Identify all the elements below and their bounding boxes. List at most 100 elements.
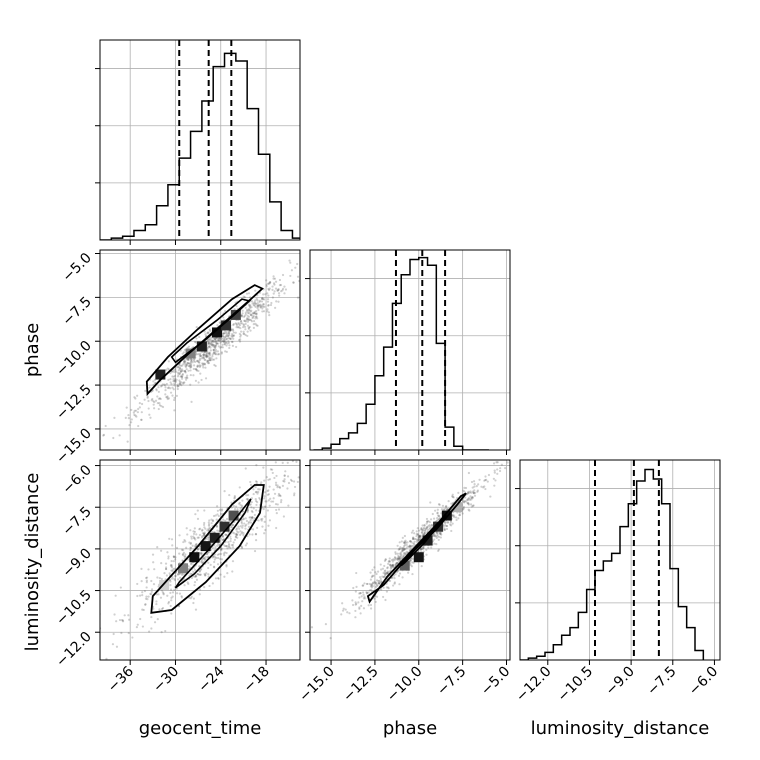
scatter-point <box>225 533 228 536</box>
scatter-point <box>240 506 243 509</box>
scatter-point <box>170 538 174 541</box>
x-tick-label: −6.0 <box>686 664 721 699</box>
scatter-point <box>267 478 270 481</box>
scatter-point <box>256 501 259 504</box>
scatter-point <box>156 576 159 579</box>
scatter-point <box>247 318 250 321</box>
scatter-point <box>483 485 486 488</box>
scatter-point <box>240 315 244 318</box>
scatter-point <box>225 333 228 336</box>
scatter-point <box>257 490 260 494</box>
scatter-point <box>403 540 406 543</box>
scatter-point <box>202 353 205 357</box>
scatter-point <box>281 289 284 292</box>
scatter-point <box>180 364 183 367</box>
scatter-point <box>369 585 373 588</box>
scatter-point <box>428 521 431 524</box>
scatter-point <box>268 282 271 285</box>
scatter-point <box>227 531 230 534</box>
scatter-point <box>167 602 170 605</box>
scatter-point <box>242 330 245 333</box>
scatter-point <box>212 336 215 340</box>
scatter-point <box>416 538 419 541</box>
scatter-point <box>391 584 395 587</box>
scatter-point <box>461 499 465 502</box>
scatter-point <box>149 416 152 419</box>
scatter-point <box>172 560 175 563</box>
scatter-point <box>253 517 256 520</box>
scatter-point <box>223 343 226 346</box>
scatter-point <box>249 318 253 322</box>
scatter-point <box>250 320 254 323</box>
scatter-point <box>401 576 404 579</box>
scatter-point <box>239 322 242 325</box>
scatter-point <box>248 533 251 536</box>
scatter-point <box>181 373 184 377</box>
scatter-point <box>267 282 270 285</box>
scatter-point <box>185 546 188 549</box>
scatter-point <box>182 551 186 554</box>
scatter-point <box>504 467 507 470</box>
scatter-point <box>341 602 344 605</box>
scatter-point <box>234 322 237 325</box>
y-tick-label: −9.0 <box>59 545 94 580</box>
scatter-point <box>259 306 262 309</box>
scatter-point <box>189 572 192 575</box>
scatter-point <box>182 381 185 384</box>
scatter-point <box>386 572 389 575</box>
scatter-point <box>203 586 206 589</box>
scatter-point <box>364 597 367 600</box>
scatter-point <box>271 471 274 475</box>
scatter-point <box>421 529 425 532</box>
scatter-point <box>237 531 240 534</box>
scatter-point <box>171 394 174 397</box>
contour-outer <box>145 284 264 397</box>
scatter-point <box>206 359 209 362</box>
scatter-point <box>131 636 134 639</box>
scatter-point <box>245 292 249 295</box>
scatter-point <box>329 637 332 640</box>
scatter-point <box>420 526 423 530</box>
scatter-point <box>225 341 228 344</box>
scatter-point <box>264 293 267 296</box>
scatter-point <box>263 495 266 498</box>
scatter-point <box>231 340 234 344</box>
scatter-point <box>194 367 197 371</box>
scatter-point <box>274 280 278 283</box>
scatter-point <box>211 358 214 361</box>
scatter-point <box>238 340 242 343</box>
scatter-point <box>431 512 434 516</box>
scatter-point <box>262 293 265 296</box>
scatter-point <box>225 337 228 340</box>
scatter-point <box>209 337 212 340</box>
scatter-point <box>256 299 259 302</box>
scatter-point <box>205 355 208 358</box>
scatter-point <box>130 408 133 412</box>
scatter-point <box>418 534 421 538</box>
scatter-point <box>181 559 184 562</box>
scatter-point <box>225 338 228 341</box>
scatter-point <box>457 491 460 494</box>
scatter-point <box>172 388 175 391</box>
scatter-point <box>238 527 241 530</box>
scatter-point <box>208 526 211 529</box>
scatter-point <box>225 545 228 548</box>
scatter-point <box>385 586 388 589</box>
scatter-point <box>211 343 215 346</box>
scatter-point <box>241 499 244 502</box>
scatter-point <box>225 533 228 537</box>
scatter-point <box>492 462 496 465</box>
scatter-point <box>405 552 408 556</box>
scatter-point <box>148 386 151 389</box>
scatter-point <box>268 519 272 522</box>
scatter-point <box>373 580 376 583</box>
scatter-point <box>202 557 206 560</box>
scatter-point <box>401 547 405 550</box>
scatter-point <box>148 630 151 633</box>
scatter-point <box>170 566 174 569</box>
scatter-point <box>136 623 139 626</box>
scatter-point <box>169 604 172 608</box>
scatter-point <box>211 530 214 534</box>
scatter-point <box>217 345 220 348</box>
